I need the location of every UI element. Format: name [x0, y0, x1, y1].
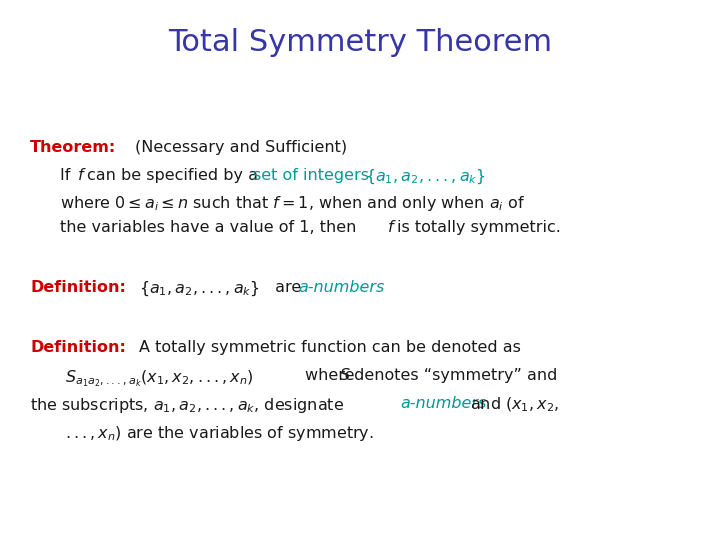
Text: $..., x_n)$ are the variables of symmetry.: $..., x_n)$ are the variables of symmetr… — [65, 424, 374, 443]
Text: Theorem:: Theorem: — [30, 140, 116, 155]
Text: are: are — [270, 280, 307, 295]
Text: the variables have a value of 1, then: the variables have a value of 1, then — [60, 220, 361, 235]
Text: where $0\leq a_i \leq n$ such that $f = 1$, when and only when $a_i$ of: where $0\leq a_i \leq n$ such that $f = … — [60, 194, 525, 213]
Text: $S_{a_1 a_2,...,a_k}(x_1, x_2, ..., x_n)$: $S_{a_1 a_2,...,a_k}(x_1, x_2, ..., x_n)… — [65, 368, 254, 389]
Text: (Necessary and Sufficient): (Necessary and Sufficient) — [135, 140, 347, 155]
Text: where: where — [305, 368, 359, 383]
Text: set of integers: set of integers — [253, 168, 369, 183]
Text: A totally symmetric function can be denoted as: A totally symmetric function can be deno… — [139, 340, 521, 355]
Text: a-numbers: a-numbers — [298, 280, 384, 295]
Text: Definition:: Definition: — [30, 280, 126, 295]
Text: is totally symmetric.: is totally symmetric. — [397, 220, 561, 235]
Text: $\{a_1, a_2, ..., a_k\}$: $\{a_1, a_2, ..., a_k\}$ — [139, 280, 260, 299]
Text: f: f — [388, 220, 394, 235]
Text: If: If — [60, 168, 76, 183]
Text: and $(x_1, x_2,$: and $(x_1, x_2,$ — [465, 396, 559, 414]
Text: a-numbers: a-numbers — [400, 396, 487, 411]
Text: Total Symmetry Theorem: Total Symmetry Theorem — [168, 28, 552, 57]
Text: can be specified by a: can be specified by a — [87, 168, 263, 183]
Text: f: f — [78, 168, 84, 183]
Text: the subscripts, $a_1, a_2, ..., a_k$, designate: the subscripts, $a_1, a_2, ..., a_k$, de… — [30, 396, 345, 415]
Text: denotes “symmetry” and: denotes “symmetry” and — [349, 368, 557, 383]
Text: S: S — [340, 368, 350, 383]
Text: Definition:: Definition: — [30, 340, 126, 355]
Text: $\{a_1, a_2, ..., a_k\}$: $\{a_1, a_2, ..., a_k\}$ — [365, 168, 486, 186]
